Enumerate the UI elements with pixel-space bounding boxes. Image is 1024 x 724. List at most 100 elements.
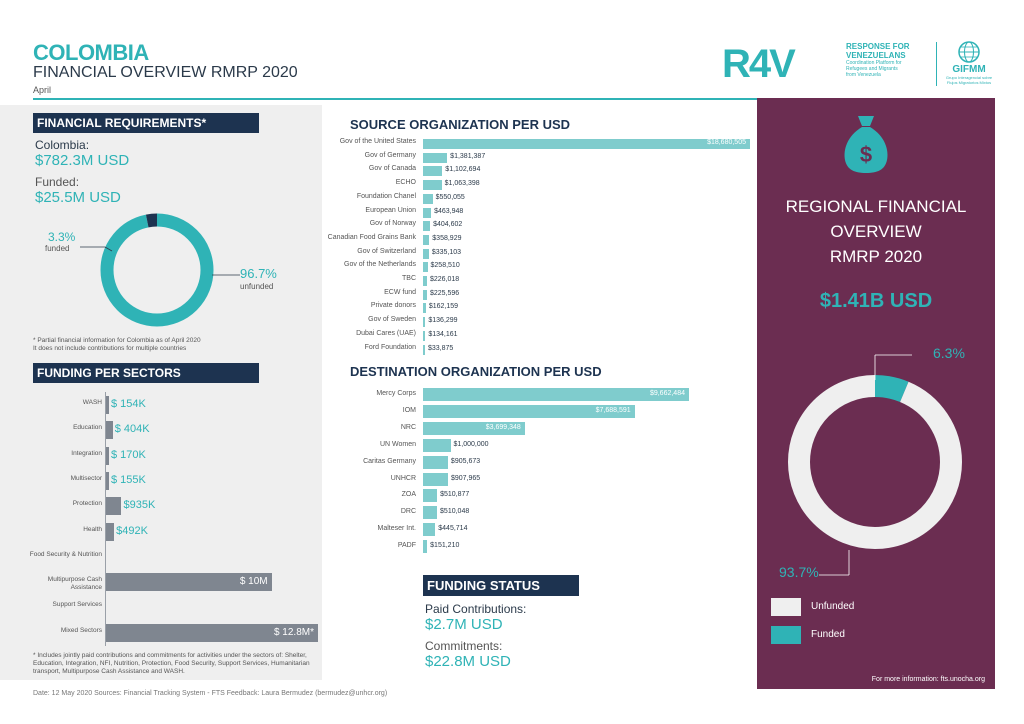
destination-label: Malteser Int. [377,525,416,533]
destination-value: $9,662,484 [649,390,685,397]
gifmm-logo: GIFMM Grupo Interagencial sobre Flujos M… [942,40,996,90]
colombia-donut-chart [80,213,240,327]
source-value: $33,875 [428,344,454,352]
source-label: Private donors [370,302,416,310]
destination-bar [423,540,428,554]
source-bar [423,180,442,191]
sector-label: WASH [82,399,102,406]
r4v-tagline-line1: RESPONSE FOR [846,42,910,51]
destination-value: $905,673 [450,457,481,465]
regional-title-line1: REGIONAL FINANCIAL [785,197,967,216]
source-label: Canadian Food Grains Bank [327,233,416,241]
regional-title-line2: OVERVIEW [830,222,922,241]
sector-bar [106,421,113,440]
destination-value: $510,048 [440,508,470,516]
globe-icon [958,41,980,63]
sector-value: $ 170K [111,448,146,461]
paid-label: Paid Contributions: [425,602,527,616]
destination-bar [423,404,635,418]
destination-label: ZOA [401,491,416,499]
sector-label: Support Services [52,601,103,609]
legend-funded-label: Funded [811,629,845,640]
requirements-note-line1: * Partial financial information for Colo… [33,337,201,344]
requirements-value: $782.3M USD [35,152,130,169]
sector-value: $ 404K [114,423,150,436]
destination-label: PADF [397,542,416,550]
legend-unfunded-swatch [771,598,801,616]
source-label: Gov of Norway [369,220,416,228]
source-bar [423,166,443,177]
source-value: $404,602 [433,221,463,229]
sector-value: $492K [116,524,148,537]
money-bag-icon: $ [844,116,888,173]
source-label: ECW fund [384,288,416,296]
source-label: Gov of the Netherlands [344,261,416,269]
source-value: $134,161 [428,330,458,338]
source-value: $226,018 [429,276,460,283]
gifmm-logo-text: GIFMM [952,64,986,75]
sector-bar [106,623,318,642]
regional-title-line3: RMRP 2020 [829,247,923,266]
source-value: $136,299 [428,317,458,325]
sector-label: Multisector [70,474,102,482]
sector-bar [106,471,109,490]
source-value: $335,103 [431,248,462,256]
report-month: April [33,85,52,95]
financial-requirements-heading: FINANCIAL REQUIREMENTS* [33,113,259,133]
logo-divider [936,42,937,86]
destination-label: DRC [400,508,416,516]
source-label: Gov of Canada [368,165,416,173]
sector-label: Education [73,424,102,432]
sector-label: Multipurpose Cash Assistance [47,576,102,592]
sector-value: $ 12.8M* [273,626,314,638]
regional-funded-pct: 6.3% [933,345,965,361]
source-bar [423,221,431,232]
gifmm-small2: Flujos Migratorios Mixtos [946,80,992,85]
source-value: $258,510 [430,262,460,270]
source-bar [423,152,448,163]
sector-bar [106,446,109,465]
source-label: TBC [402,275,416,282]
sector-value: $ 155K [111,473,146,486]
funded-pct: 3.3% [48,230,76,244]
requirements-note-line2: It does not include contributions for mu… [33,345,187,352]
sectors-note-line3: transport, Multipurpose Cash Assistance … [33,668,185,675]
destination-bar [423,506,438,520]
source-value: $1,063,398 [444,180,480,188]
source-label: Ford Foundation [364,343,416,351]
legend-unfunded-label: Unfunded [811,601,855,612]
destination-value: $907,965 [450,474,481,482]
destination-value: $445,714 [438,525,468,533]
source-bar [423,248,429,259]
source-label: European Union [365,206,416,214]
sectors-note-line2: Education, Integration, NFI, Nutrition, … [33,660,310,667]
commitments-value: $22.8M USD [425,653,511,670]
destination-chart [0,0,1,1]
source-bar [423,276,427,286]
destination-label: NRC [400,423,416,431]
sector-label: Integration [71,449,102,457]
header-divider [33,98,757,100]
source-label: Gov of Sweden [368,316,416,324]
colombia-funded-slice [100,213,214,327]
sector-value: $ 10M [239,576,268,588]
destination-value: $7,688,591 [595,406,631,414]
source-label: ECHO [395,179,416,187]
sectors-axis [105,392,106,646]
commitments-label: Commitments: [425,639,503,653]
source-value: $225,596 [429,289,460,297]
funded-value: $25.5M USD [35,189,121,206]
more-info-text: For more information: fts.unocha.org [871,676,985,683]
source-bar [423,139,750,149]
colombia-unfunded-slice [100,213,214,327]
sectors-note: * Includes jointly paid contributions an… [33,652,323,676]
requirements-note: * Partial financial information for Colo… [33,337,273,353]
source-value: $18,680,505 [707,139,746,146]
unfunded-pct: 96.7% [240,266,277,281]
source-label: Gov of Switzerland [357,247,416,255]
sector-label: Protection [72,500,102,508]
r4v-logo-text: R4V [722,42,796,86]
r4v-tagline-small1: Coordination Platform for [846,60,902,66]
destination-bar [423,421,525,435]
source-value: $550,055 [435,193,465,201]
